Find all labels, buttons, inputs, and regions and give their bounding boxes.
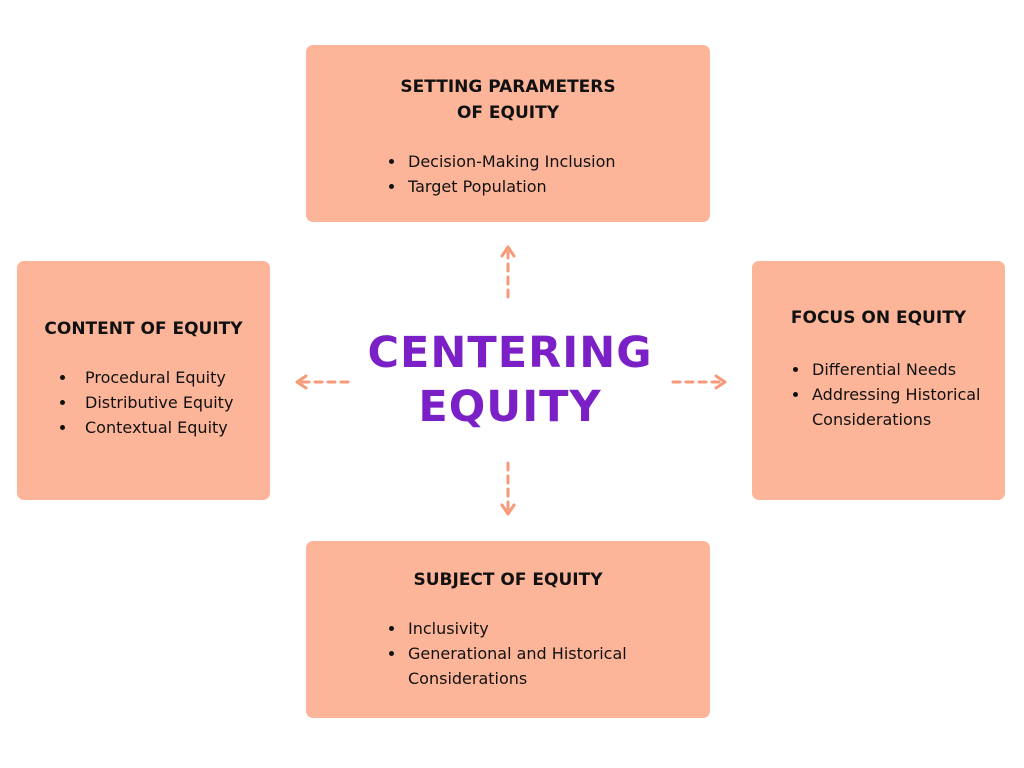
box-setting-parameters: SETTING PARAMETERS OF EQUITY Decision-Ma… (306, 45, 710, 222)
box-title: FOCUS ON EQUITY (790, 308, 967, 328)
list-item: Differential Needs (790, 357, 995, 382)
list-item: Procedural Equity (57, 365, 267, 390)
list-item: Addressing Historical Considerations (790, 382, 995, 432)
list-item: Distributive Equity (57, 390, 267, 415)
box-focus-on-equity: FOCUS ON EQUITY Differential Needs Addre… (752, 261, 1005, 500)
list-item: Contextual Equity (57, 415, 267, 440)
bullet-list: Differential Needs Addressing Historical… (790, 357, 995, 432)
list-item: Generational and Historical Consideratio… (386, 641, 696, 691)
bullet-list: Inclusivity Generational and Historical … (386, 616, 696, 691)
center-title: CENTERING EQUITY (367, 328, 653, 432)
arrow-right-icon (671, 374, 727, 390)
box-title: CONTENT OF EQUITY (44, 319, 243, 339)
box-subject-of-equity: SUBJECT OF EQUITY Inclusivity Generation… (306, 541, 710, 718)
box-content-of-equity: CONTENT OF EQUITY Procedural Equity Dist… (17, 261, 270, 500)
list-item: Inclusivity (386, 616, 696, 641)
list-item: Decision-Making Inclusion (386, 149, 706, 174)
bullet-list: Decision-Making Inclusion Target Populat… (386, 149, 706, 199)
list-item: Target Population (386, 174, 706, 199)
box-title: SETTING PARAMETERS OF EQUITY (400, 77, 616, 123)
arrow-up-icon (500, 245, 516, 299)
arrow-down-icon (500, 461, 516, 516)
box-title: SUBJECT OF EQUITY (413, 570, 603, 590)
bullet-list: Procedural Equity Distributive Equity Co… (57, 365, 267, 440)
